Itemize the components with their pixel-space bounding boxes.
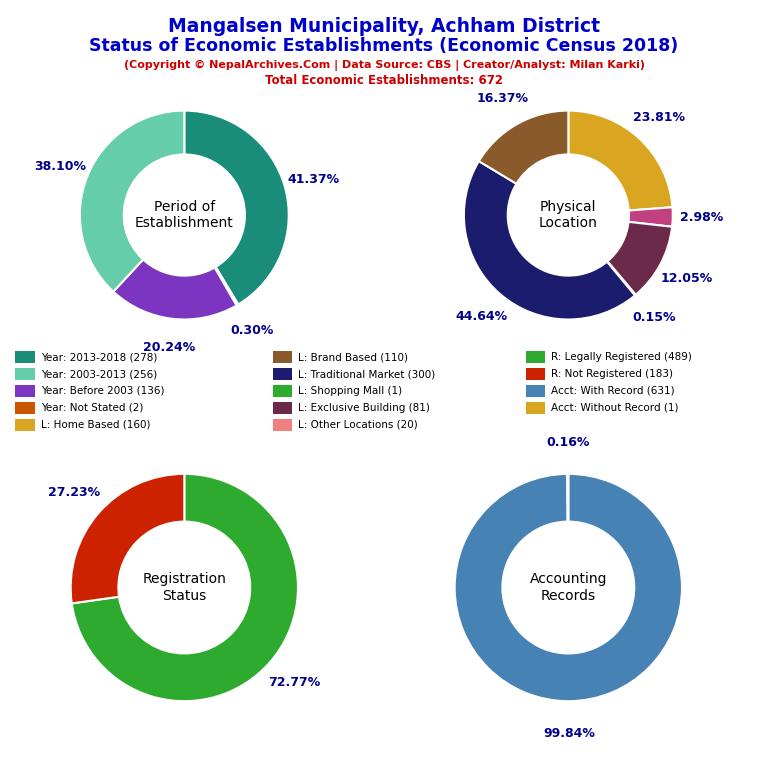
Text: L: Shopping Mall (1): L: Shopping Mall (1): [298, 386, 402, 396]
Text: Physical
Location: Physical Location: [539, 200, 598, 230]
Text: Mangalsen Municipality, Achham District: Mangalsen Municipality, Achham District: [168, 17, 600, 36]
Text: Year: Before 2003 (136): Year: Before 2003 (136): [41, 386, 164, 396]
Text: 99.84%: 99.84%: [543, 727, 595, 740]
Text: 16.37%: 16.37%: [477, 92, 528, 105]
Text: 38.10%: 38.10%: [34, 160, 86, 173]
Wedge shape: [628, 207, 673, 227]
Text: L: Other Locations (20): L: Other Locations (20): [298, 419, 418, 430]
Wedge shape: [71, 474, 298, 701]
Text: Registration
Status: Registration Status: [142, 572, 227, 603]
Text: 44.64%: 44.64%: [455, 310, 507, 323]
Text: L: Traditional Market (300): L: Traditional Market (300): [298, 369, 435, 379]
Text: L: Exclusive Building (81): L: Exclusive Building (81): [298, 402, 430, 413]
Text: (Copyright © NepalArchives.Com | Data Source: CBS | Creator/Analyst: Milan Karki: (Copyright © NepalArchives.Com | Data So…: [124, 60, 644, 71]
Text: R: Not Registered (183): R: Not Registered (183): [551, 369, 674, 379]
Wedge shape: [607, 222, 672, 295]
Wedge shape: [184, 111, 289, 304]
Wedge shape: [80, 111, 184, 292]
Text: 0.15%: 0.15%: [632, 311, 676, 324]
Text: 27.23%: 27.23%: [48, 485, 101, 498]
Text: Period of
Establishment: Period of Establishment: [135, 200, 233, 230]
Wedge shape: [71, 474, 184, 604]
Text: Status of Economic Establishments (Economic Census 2018): Status of Economic Establishments (Econo…: [89, 37, 679, 55]
Text: Accounting
Records: Accounting Records: [530, 572, 607, 603]
Text: 0.30%: 0.30%: [230, 323, 274, 336]
Wedge shape: [464, 161, 635, 319]
Text: Year: 2003-2013 (256): Year: 2003-2013 (256): [41, 369, 157, 379]
Text: 2.98%: 2.98%: [680, 211, 723, 224]
Text: 72.77%: 72.77%: [268, 677, 320, 690]
Wedge shape: [114, 260, 237, 319]
Text: L: Home Based (160): L: Home Based (160): [41, 419, 151, 430]
Wedge shape: [455, 474, 682, 701]
Text: R: Legally Registered (489): R: Legally Registered (489): [551, 352, 692, 362]
Text: Year: Not Stated (2): Year: Not Stated (2): [41, 402, 143, 413]
Text: L: Brand Based (110): L: Brand Based (110): [298, 352, 408, 362]
Text: 23.81%: 23.81%: [634, 111, 685, 124]
Text: Year: 2013-2018 (278): Year: 2013-2018 (278): [41, 352, 157, 362]
Text: Acct: With Record (631): Acct: With Record (631): [551, 386, 675, 396]
Text: 0.16%: 0.16%: [546, 435, 589, 449]
Text: 20.24%: 20.24%: [144, 342, 196, 354]
Text: Acct: Without Record (1): Acct: Without Record (1): [551, 402, 679, 413]
Wedge shape: [568, 111, 673, 210]
Wedge shape: [214, 267, 238, 306]
Wedge shape: [479, 111, 568, 184]
Text: 41.37%: 41.37%: [287, 173, 339, 186]
Text: Total Economic Establishments: 672: Total Economic Establishments: 672: [265, 74, 503, 87]
Wedge shape: [607, 261, 636, 296]
Text: 12.05%: 12.05%: [660, 272, 713, 285]
